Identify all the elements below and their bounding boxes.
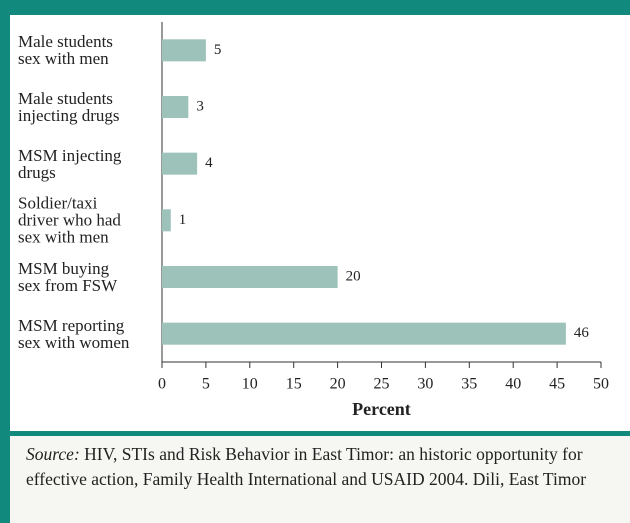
value-label: 5 xyxy=(214,42,222,58)
x-tick-label: 25 xyxy=(374,376,390,393)
y-tick-label: MSM buying sex from FSW xyxy=(18,259,118,295)
value-label: 1 xyxy=(179,212,187,228)
left-border xyxy=(0,0,10,523)
value-label: 46 xyxy=(574,325,590,341)
value-label: 20 xyxy=(346,268,361,284)
x-tick-label: 35 xyxy=(461,376,477,393)
x-tick-label: 45 xyxy=(549,376,565,393)
y-tick-label: Male students sex with men xyxy=(18,32,113,69)
value-label: 3 xyxy=(196,98,204,114)
value-label: 4 xyxy=(205,155,213,171)
bar xyxy=(162,39,206,62)
x-tick-label: 15 xyxy=(286,376,302,393)
title-band xyxy=(0,0,630,15)
y-tick-label: Soldier/taxi driver who had sex with men xyxy=(18,193,121,247)
bar xyxy=(162,322,566,345)
x-tick-label: 0 xyxy=(158,376,166,393)
x-tick-label: 40 xyxy=(505,376,521,393)
source: Source: HIV, STIs and Risk Behavior in E… xyxy=(26,442,616,492)
divider xyxy=(10,431,630,436)
bar xyxy=(162,266,338,288)
x-tick-label: 10 xyxy=(242,376,258,393)
bar xyxy=(162,152,198,175)
source-text: HIV, STIs and Risk Behavior in East Timo… xyxy=(26,444,587,489)
x-tick-label: 30 xyxy=(417,376,433,393)
source-label: Source: xyxy=(26,444,80,464)
bar xyxy=(162,209,171,232)
x-tick-label: 5 xyxy=(202,376,210,393)
x-tick-label: 50 xyxy=(593,376,609,393)
bar xyxy=(162,96,189,118)
x-tick-label: 20 xyxy=(330,376,346,393)
y-tick-label: MSM injecting drugs xyxy=(18,145,122,182)
y-tick-label: MSM reporting sex with women xyxy=(18,315,130,352)
x-axis-label: Percent xyxy=(352,399,411,419)
y-tick-label: Male students injecting drugs xyxy=(18,89,120,125)
